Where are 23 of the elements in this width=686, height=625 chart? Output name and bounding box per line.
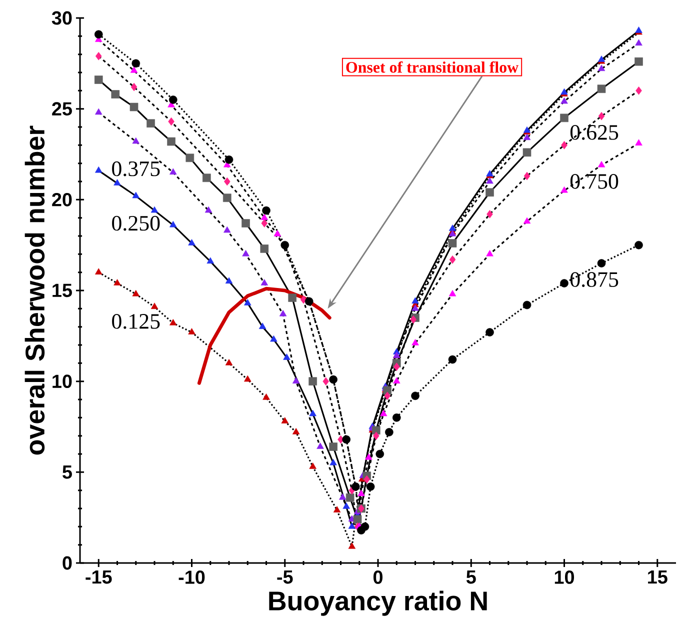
y-tick-label: 25 xyxy=(52,102,72,116)
series-label: 0.125 xyxy=(112,314,160,329)
y-axis-title: overall Sherwood number xyxy=(24,126,45,455)
y-tick-label: 5 xyxy=(62,466,72,479)
x-tick-label: -10 xyxy=(178,570,205,584)
x-tick-label: 5 xyxy=(466,570,476,584)
annotation: Onset of transitional flow xyxy=(346,61,518,73)
series-label: 0.375 xyxy=(112,161,160,176)
y-tick-label: 15 xyxy=(52,284,72,298)
series-label: 0.250 xyxy=(112,216,160,231)
x-tick-label: 10 xyxy=(554,570,574,584)
y-tick-label: 20 xyxy=(52,192,72,206)
x-tick-label: 15 xyxy=(648,570,668,584)
series-label: 0.875 xyxy=(570,272,618,288)
x-axis-title: Buoyancy ratio N xyxy=(269,590,487,616)
y-tick-label: 30 xyxy=(52,11,72,25)
series-label: 0.750 xyxy=(570,174,618,189)
series-label: 0.625 xyxy=(570,124,618,140)
y-tick-label: 10 xyxy=(52,374,72,388)
x-tick-label: -15 xyxy=(86,570,112,584)
x-tick-label: 0 xyxy=(373,570,382,584)
y-tick-label: 0 xyxy=(62,556,72,570)
x-tick-label: -5 xyxy=(277,570,293,584)
